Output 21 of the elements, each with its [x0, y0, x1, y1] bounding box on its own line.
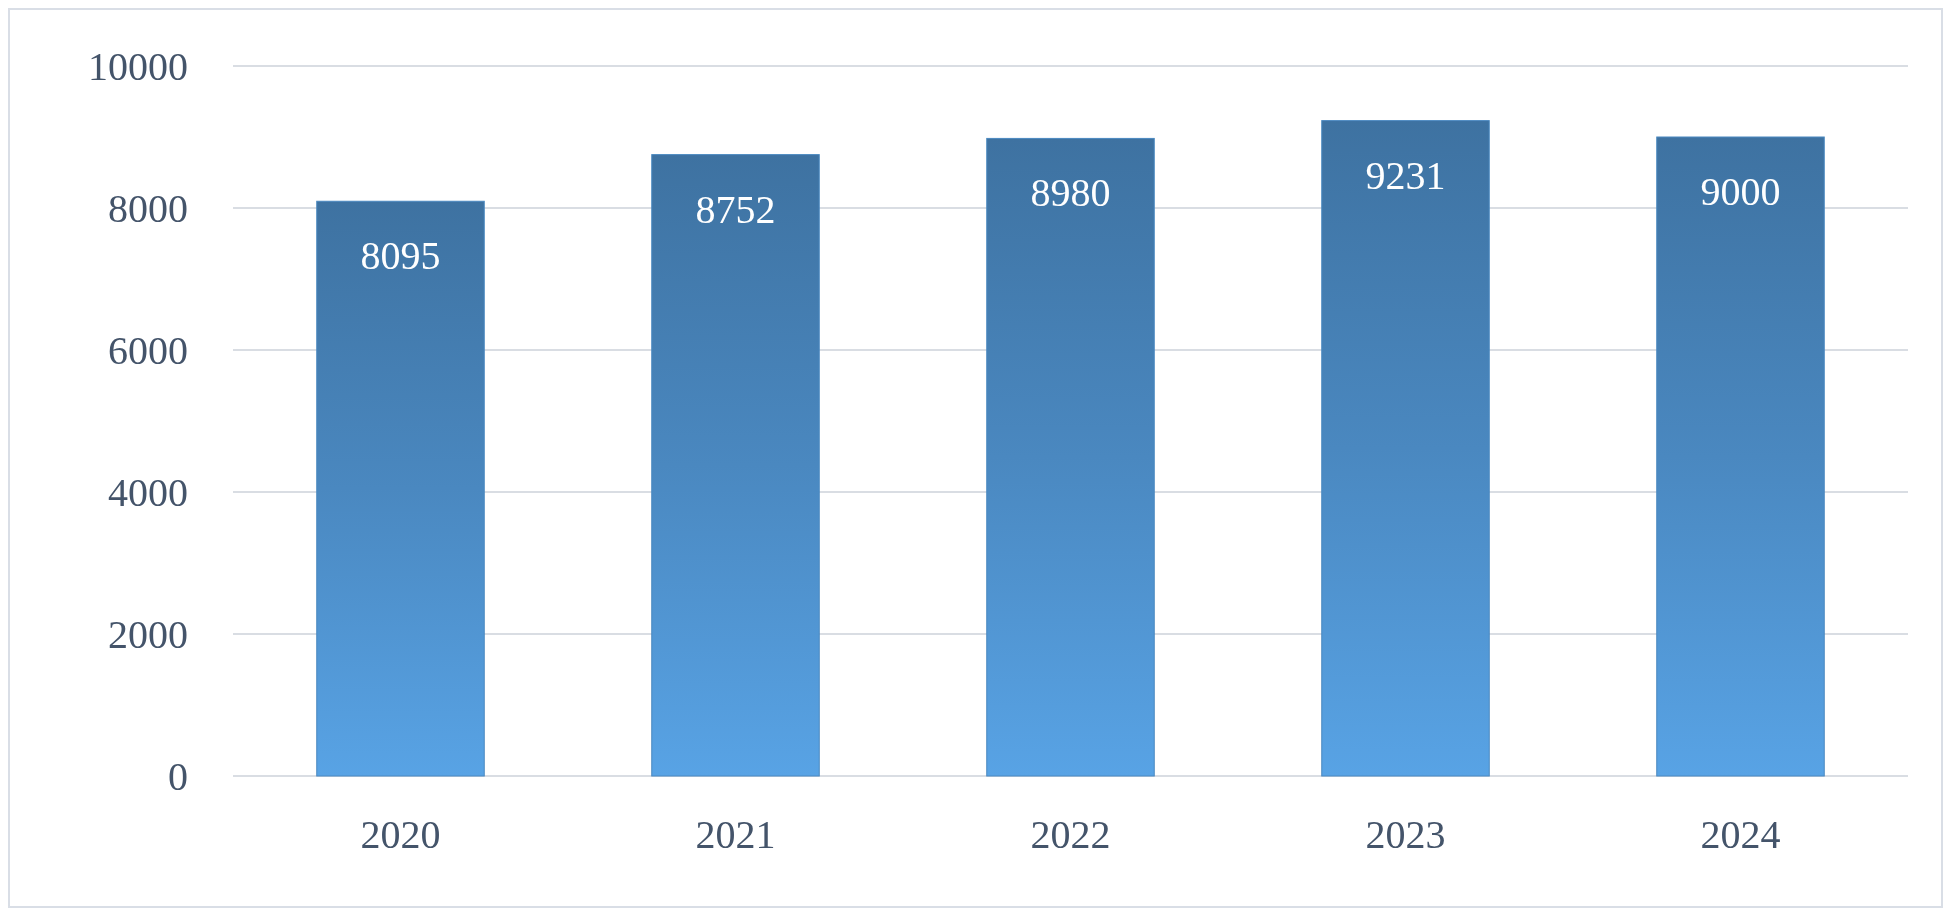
bar — [651, 154, 820, 777]
x-tick-label: 2022 — [1030, 812, 1111, 857]
x-tick-label: 2023 — [1365, 812, 1446, 857]
y-tick-label: 10000 — [88, 44, 188, 89]
y-tick-label: 4000 — [108, 470, 188, 515]
data-label: 8095 — [360, 233, 441, 279]
x-tick-label: 2021 — [695, 812, 776, 857]
bar — [1656, 136, 1825, 777]
data-label: 9231 — [1365, 152, 1446, 198]
bar — [316, 200, 485, 777]
bar — [986, 137, 1155, 777]
data-label: 8752 — [695, 186, 776, 232]
y-tick-label: 8000 — [108, 186, 188, 231]
data-label: 8980 — [1030, 170, 1111, 216]
y-tick-label: 6000 — [108, 328, 188, 373]
x-tick-label: 2024 — [1700, 812, 1781, 857]
bar — [1321, 120, 1490, 777]
y-tick-label: 2000 — [108, 612, 188, 657]
data-label: 9000 — [1700, 169, 1781, 214]
x-tick-label: 2020 — [360, 812, 441, 857]
y-tick-label: 0 — [168, 754, 188, 799]
